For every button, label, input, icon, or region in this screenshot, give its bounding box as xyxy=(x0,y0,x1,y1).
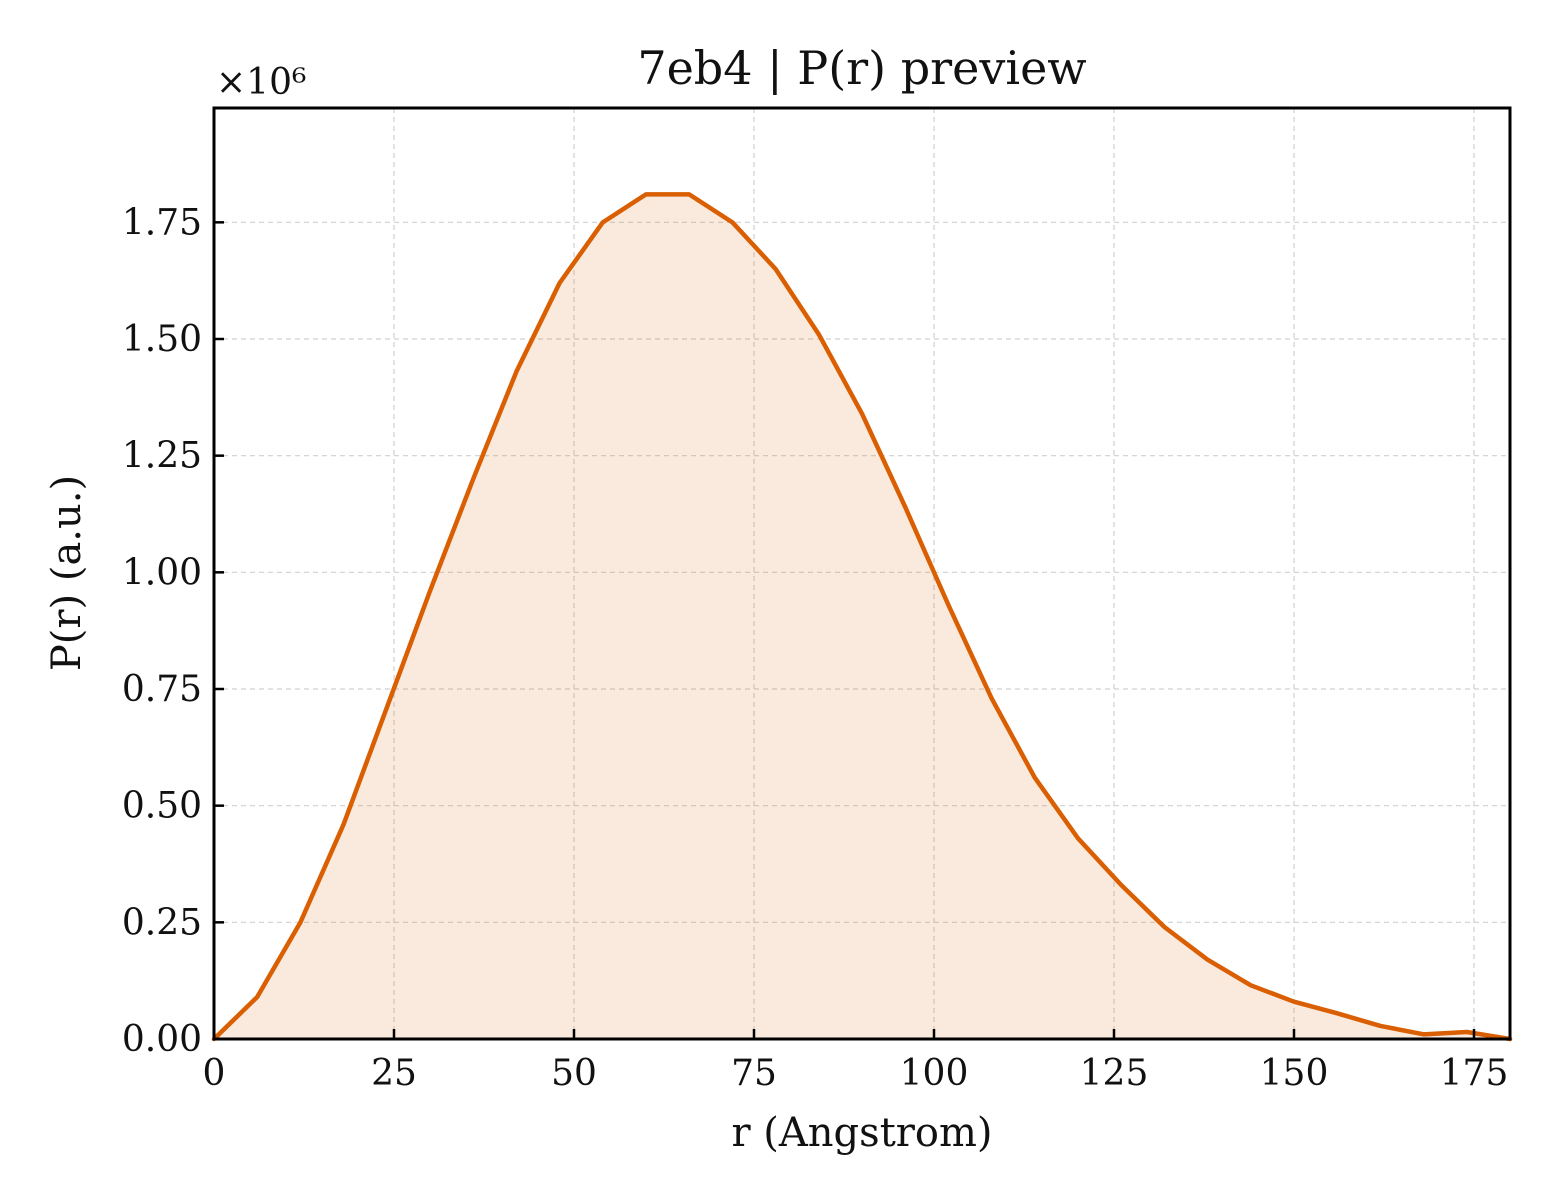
x-tick-label: 150 xyxy=(1260,1053,1329,1094)
x-tick-label: 125 xyxy=(1080,1053,1149,1094)
x-tick-label: 25 xyxy=(371,1053,417,1094)
series-area xyxy=(214,194,1510,1039)
x-tick-label: 50 xyxy=(551,1053,597,1094)
y-tick-label: 0.00 xyxy=(122,1019,202,1060)
chart-title: 7eb4 | P(r) preview xyxy=(637,41,1086,95)
y-tick-label: 0.25 xyxy=(122,902,202,943)
y-axis-multiplier: ×10⁶ xyxy=(216,62,306,103)
y-axis-label: P(r) (a.u.) xyxy=(44,475,90,671)
x-axis-label: r (Angstrom) xyxy=(731,1110,992,1156)
x-tick-label: 175 xyxy=(1440,1053,1509,1094)
y-tick-label: 1.50 xyxy=(122,319,202,360)
grid xyxy=(214,108,1510,1039)
y-tick-label: 1.25 xyxy=(122,436,202,477)
ticks: 0 25 50 75 100 125 150 175 0.00 0.25 0.50 0.75 1.00 1… xyxy=(122,202,1509,1094)
x-tick-label: 0 xyxy=(203,1053,226,1094)
x-tick-label: 100 xyxy=(900,1053,969,1094)
y-tick-label: 1.00 xyxy=(122,552,202,593)
y-tick-label: 0.50 xyxy=(122,786,202,827)
y-tick-label: 1.75 xyxy=(122,202,202,243)
x-tick-label: 75 xyxy=(731,1053,777,1094)
y-tick-label: 0.75 xyxy=(122,669,202,710)
series-layer xyxy=(211,192,1513,1042)
series-line xyxy=(211,192,1513,1042)
